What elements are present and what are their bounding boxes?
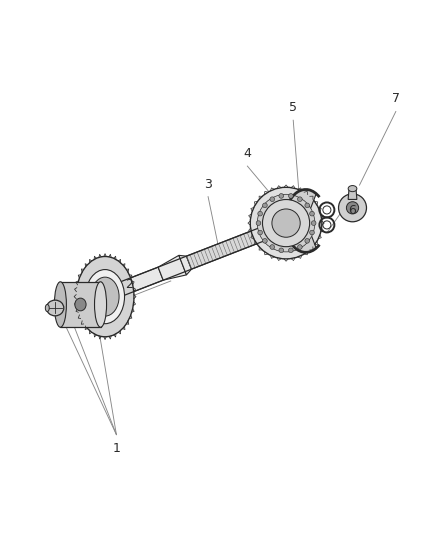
Text: 3: 3: [204, 177, 212, 190]
Circle shape: [289, 193, 293, 198]
Circle shape: [279, 193, 283, 198]
Polygon shape: [348, 189, 357, 199]
Circle shape: [270, 197, 275, 201]
Ellipse shape: [257, 195, 315, 252]
Circle shape: [305, 239, 310, 243]
Circle shape: [258, 211, 262, 216]
Circle shape: [258, 230, 262, 235]
Ellipse shape: [339, 194, 367, 222]
Circle shape: [311, 221, 316, 225]
Circle shape: [263, 239, 267, 243]
Polygon shape: [179, 255, 191, 275]
Text: 2: 2: [126, 278, 134, 290]
Polygon shape: [285, 190, 316, 252]
Ellipse shape: [54, 282, 67, 327]
Circle shape: [279, 248, 283, 253]
Ellipse shape: [95, 282, 106, 327]
Ellipse shape: [250, 187, 322, 259]
Circle shape: [305, 203, 310, 208]
Polygon shape: [158, 255, 187, 280]
Circle shape: [297, 197, 302, 201]
Ellipse shape: [272, 209, 300, 237]
Text: 5: 5: [289, 101, 297, 114]
Text: 7: 7: [392, 92, 400, 106]
Ellipse shape: [85, 270, 124, 324]
Polygon shape: [99, 267, 163, 303]
Ellipse shape: [45, 304, 49, 311]
Circle shape: [270, 245, 275, 249]
Circle shape: [289, 248, 293, 253]
Ellipse shape: [91, 277, 119, 316]
Ellipse shape: [46, 300, 64, 316]
Circle shape: [310, 230, 314, 235]
Ellipse shape: [76, 256, 134, 337]
Ellipse shape: [262, 199, 310, 247]
Ellipse shape: [75, 298, 86, 311]
Circle shape: [256, 221, 261, 225]
Polygon shape: [60, 282, 101, 327]
Circle shape: [310, 211, 314, 216]
Circle shape: [297, 245, 302, 249]
Text: 4: 4: [244, 147, 251, 160]
Text: 1: 1: [113, 442, 120, 456]
Text: 6: 6: [348, 204, 356, 216]
Circle shape: [263, 203, 267, 208]
Polygon shape: [187, 216, 295, 269]
Ellipse shape: [346, 201, 359, 214]
Ellipse shape: [348, 185, 357, 192]
